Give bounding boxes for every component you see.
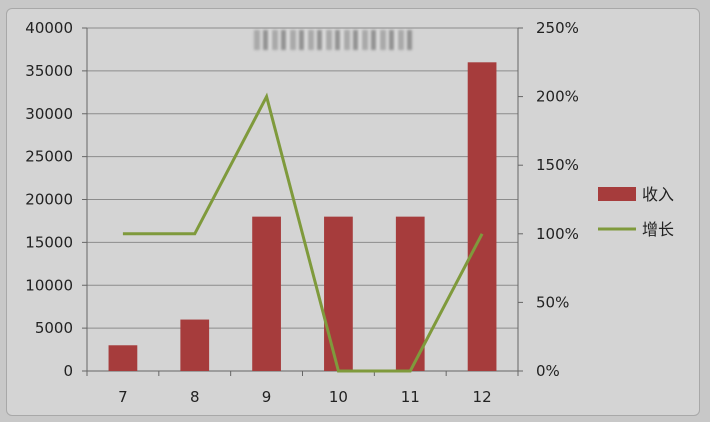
y-left-tick-label: 15000 [25,233,73,251]
y-left-tick-label: 5000 [35,319,73,337]
y-left-tick-label: 30000 [25,105,73,123]
y-left-tick-label: 40000 [25,19,73,37]
y-left-tick-label: 20000 [25,191,73,209]
bar [108,345,138,371]
legend-label-growth: 增长 [642,220,674,239]
y-right-tick-label: 200% [536,88,579,106]
bar [467,62,497,372]
x-tick-label: 9 [262,388,272,406]
x-tick-label: 8 [190,388,200,406]
legend-label-revenue: 收入 [642,185,674,204]
x-tick-label: 10 [329,388,348,406]
x-tick-label: 11 [401,388,420,406]
y-left-tick-label: 25000 [25,148,73,166]
y-right-tick-label: 50% [536,293,569,311]
legend-swatch-revenue [598,187,636,201]
bar [252,216,281,371]
y-left-tick-label: 35000 [25,62,73,80]
bar [180,319,210,371]
y-right-tick-label: 150% [536,156,579,174]
chart-title-redacted [254,30,412,50]
x-tick-label: 7 [118,388,128,406]
y-right-tick-label: 250% [536,19,579,37]
bar [324,216,353,371]
y-right-tick-label: 0% [536,362,560,380]
bar [395,216,425,371]
y-left-tick-label: 0 [63,362,73,380]
y-right-tick-label: 100% [536,225,579,243]
y-left-tick-label: 10000 [25,276,73,294]
x-tick-label: 12 [473,388,492,406]
growth-line [122,92,484,373]
